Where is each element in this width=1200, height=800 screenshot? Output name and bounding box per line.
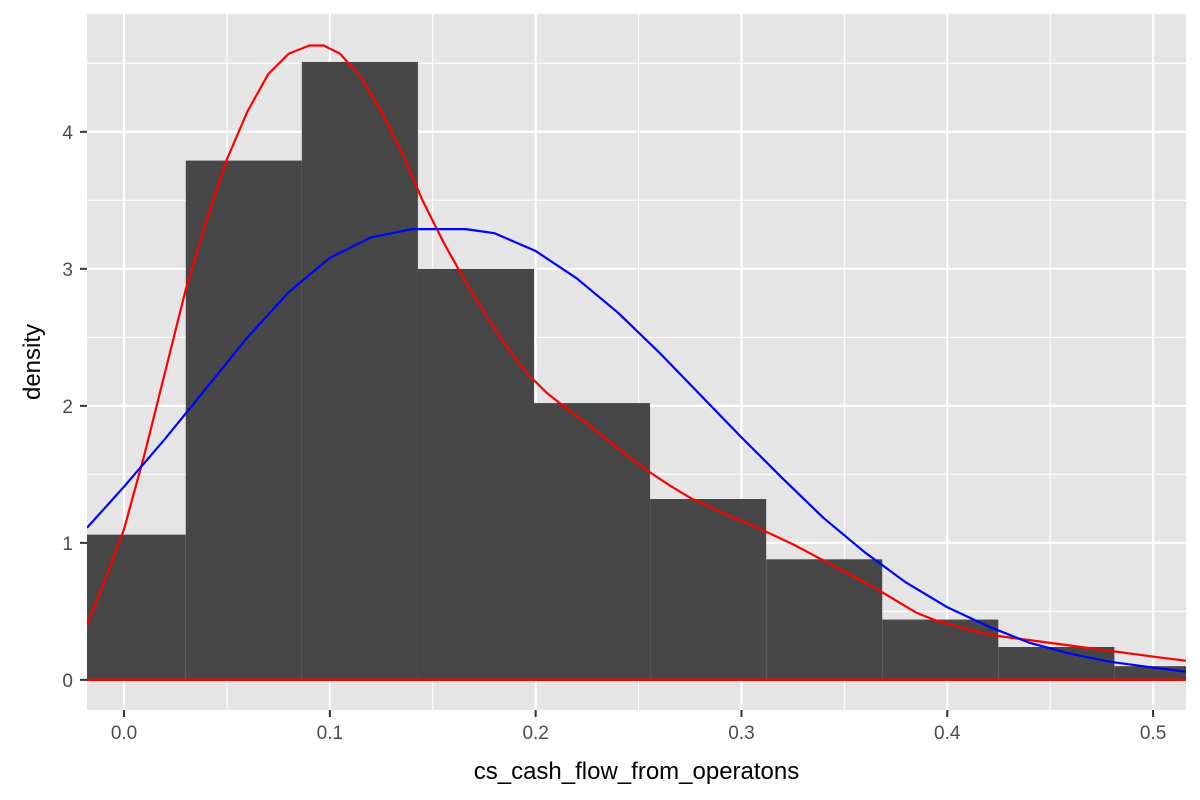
histogram-bar-7: [882, 619, 999, 680]
y-tick-label-1: 1: [62, 534, 73, 555]
x-tick-label-5: 0.5: [1140, 723, 1166, 744]
y-tick-label-3: 3: [62, 260, 73, 281]
x-tick-label-2: 0.2: [522, 723, 548, 744]
y-tick-label-2: 2: [62, 397, 73, 418]
y-tick-label-4: 4: [62, 123, 73, 144]
normal-fit-curve: [87, 228, 1186, 673]
histogram-bar-8: [998, 646, 1115, 680]
x-tick-label-1: 0.1: [317, 723, 343, 744]
x-axis: 0.0 0.1 0.2 0.3 0.4 0.5: [111, 710, 1166, 744]
histogram-bar-2: [301, 61, 418, 680]
x-tick-label-3: 0.3: [728, 723, 754, 744]
histogram-bar-0: [87, 534, 186, 680]
x-tick-label-4: 0.4: [934, 723, 961, 744]
x-tick-label-0: 0.0: [111, 723, 137, 744]
kernel-density-curve: [87, 44, 1186, 662]
histogram-bar-6: [766, 559, 883, 680]
histogram-bars: [87, 61, 1186, 680]
histogram-bar-3: [417, 268, 535, 680]
histogram-bar-4: [534, 403, 651, 680]
y-axis: 0 1 2 3 4: [62, 123, 87, 692]
histogram-bar-5: [650, 499, 767, 680]
y-axis-title: density: [19, 324, 46, 400]
y-tick-label-0: 0: [62, 671, 73, 692]
density-curves: [87, 44, 1186, 682]
x-axis-title: cs_cash_flow_from_operatons: [474, 758, 800, 785]
histogram-bar-1: [185, 160, 302, 680]
